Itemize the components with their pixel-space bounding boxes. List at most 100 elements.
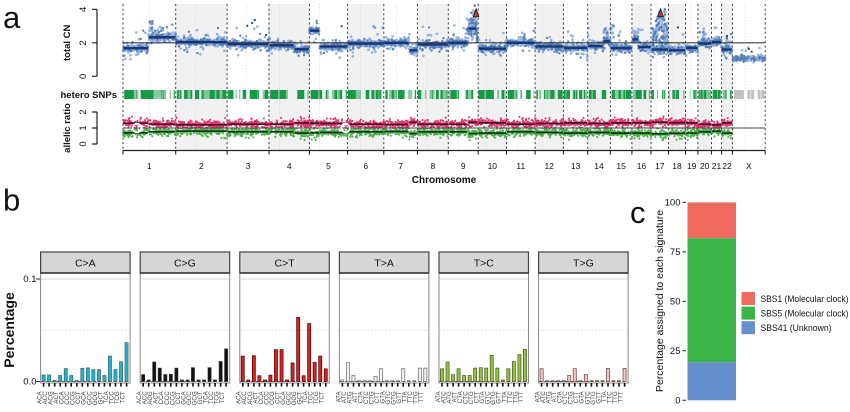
svg-text:CCT: CCT bbox=[274, 391, 281, 404]
svg-text:0.0: 0.0 bbox=[23, 377, 36, 388]
svg-text:X: X bbox=[746, 161, 752, 171]
svg-text:Percentage assigned to each si: Percentage assigned to each signature bbox=[654, 210, 666, 392]
svg-text:2: 2 bbox=[78, 40, 89, 45]
svg-text:ATT: ATT bbox=[352, 391, 359, 402]
svg-text:SBS1 (Molecular clock): SBS1 (Molecular clock) bbox=[761, 294, 849, 305]
svg-text:4: 4 bbox=[287, 161, 292, 171]
svg-text:CCC: CCC bbox=[164, 391, 171, 405]
svg-text:total CN: total CN bbox=[62, 24, 73, 61]
svg-text:17: 17 bbox=[655, 161, 665, 171]
svg-text:CCG: CCG bbox=[269, 391, 276, 405]
svg-text:CTG: CTG bbox=[568, 391, 575, 404]
svg-text:GTC: GTC bbox=[584, 391, 591, 405]
svg-text:GTA: GTA bbox=[479, 390, 486, 403]
svg-text:TTG: TTG bbox=[612, 391, 619, 404]
svg-text:GTC: GTC bbox=[385, 391, 392, 405]
svg-text:TTG: TTG bbox=[512, 391, 519, 404]
svg-text:ATC: ATC bbox=[540, 391, 547, 403]
svg-text:a: a bbox=[3, 0, 21, 35]
svg-text:GTT: GTT bbox=[496, 391, 503, 404]
svg-text:GCT: GCT bbox=[97, 391, 104, 404]
svg-text:CTC: CTC bbox=[562, 391, 569, 404]
svg-text:CTG: CTG bbox=[369, 391, 376, 404]
svg-text:TTG: TTG bbox=[413, 391, 420, 404]
svg-text:15: 15 bbox=[616, 161, 626, 171]
svg-text:3: 3 bbox=[246, 161, 251, 171]
svg-text:GTG: GTG bbox=[490, 391, 497, 405]
svg-text:ATC: ATC bbox=[341, 391, 348, 403]
svg-text:2: 2 bbox=[78, 109, 89, 114]
svg-text:1: 1 bbox=[147, 161, 152, 171]
svg-text:C>A: C>A bbox=[75, 258, 96, 270]
svg-text:TTA: TTA bbox=[601, 390, 608, 402]
svg-text:1: 1 bbox=[78, 125, 89, 130]
svg-text:ATG: ATG bbox=[546, 391, 553, 403]
svg-text:CCA: CCA bbox=[59, 390, 66, 404]
svg-text:TTA: TTA bbox=[402, 390, 409, 402]
svg-text:CTT: CTT bbox=[474, 391, 481, 403]
svg-text:TCC: TCC bbox=[108, 391, 115, 404]
svg-text:ACT: ACT bbox=[153, 391, 160, 404]
svg-text:21: 21 bbox=[712, 161, 722, 171]
svg-text:20: 20 bbox=[700, 161, 710, 171]
svg-text:100: 100 bbox=[665, 197, 681, 208]
svg-text:TCA: TCA bbox=[203, 390, 210, 403]
svg-text:TTT: TTT bbox=[518, 391, 525, 403]
svg-text:allelic ratio: allelic ratio bbox=[62, 103, 73, 153]
svg-text:GTC: GTC bbox=[485, 391, 492, 405]
svg-text:GCA: GCA bbox=[280, 390, 287, 404]
svg-text:ACT: ACT bbox=[53, 391, 60, 404]
svg-text:SBS5 (Molecular clock): SBS5 (Molecular clock) bbox=[761, 309, 849, 320]
svg-text:CTT: CTT bbox=[374, 391, 381, 403]
svg-text:0.1: 0.1 bbox=[23, 274, 36, 285]
svg-text:GCG: GCG bbox=[191, 391, 198, 405]
svg-text:SBS41 (Unknown): SBS41 (Unknown) bbox=[761, 323, 832, 334]
svg-text:TTT: TTT bbox=[418, 391, 425, 403]
svg-text:TCG: TCG bbox=[214, 391, 221, 404]
svg-text:GCC: GCC bbox=[286, 391, 293, 405]
svg-text:ACG: ACG bbox=[48, 391, 55, 405]
svg-text:ATT: ATT bbox=[551, 391, 558, 402]
svg-text:CCC: CCC bbox=[263, 391, 270, 405]
svg-text:ATG: ATG bbox=[446, 391, 453, 403]
svg-text:4: 4 bbox=[78, 7, 89, 12]
svg-text:10: 10 bbox=[488, 161, 498, 171]
svg-text:CTA: CTA bbox=[357, 390, 364, 403]
svg-text:GCG: GCG bbox=[291, 391, 298, 405]
svg-text:TTA: TTA bbox=[501, 390, 508, 402]
svg-text:GTT: GTT bbox=[396, 391, 403, 404]
svg-text:TTC: TTC bbox=[507, 391, 514, 404]
svg-text:CCT: CCT bbox=[175, 391, 182, 404]
svg-text:CTT: CTT bbox=[573, 391, 580, 403]
svg-text:ACG: ACG bbox=[147, 391, 154, 405]
svg-text:ATG: ATG bbox=[346, 391, 353, 403]
svg-text:CTA: CTA bbox=[557, 390, 564, 403]
svg-text:C>G: C>G bbox=[174, 258, 196, 270]
svg-text:CTG: CTG bbox=[468, 391, 475, 404]
svg-text:T>A: T>A bbox=[374, 258, 394, 270]
svg-text:c: c bbox=[630, 195, 646, 230]
svg-text:CTA: CTA bbox=[457, 390, 464, 403]
svg-text:hetero SNPs: hetero SNPs bbox=[61, 90, 118, 101]
svg-text:CCC: CCC bbox=[64, 391, 71, 405]
svg-text:0: 0 bbox=[675, 395, 680, 406]
svg-text:0: 0 bbox=[78, 74, 89, 79]
svg-text:ACT: ACT bbox=[252, 391, 259, 404]
svg-text:6: 6 bbox=[363, 161, 368, 171]
svg-text:TCG: TCG bbox=[114, 391, 121, 404]
svg-text:12: 12 bbox=[544, 161, 554, 171]
svg-text:ATA: ATA bbox=[435, 390, 442, 402]
svg-text:CCT: CCT bbox=[75, 391, 82, 404]
svg-text:GCC: GCC bbox=[86, 391, 93, 405]
svg-text:TTC: TTC bbox=[407, 391, 414, 404]
svg-text:TCA: TCA bbox=[103, 390, 110, 403]
svg-text:T>C: T>C bbox=[474, 258, 495, 270]
svg-text:C>T: C>T bbox=[275, 258, 296, 270]
svg-text:ACA: ACA bbox=[236, 390, 243, 404]
svg-text:TCC: TCC bbox=[308, 391, 315, 404]
svg-text:ATC: ATC bbox=[440, 391, 447, 403]
svg-text:50: 50 bbox=[670, 296, 681, 307]
svg-text:TTC: TTC bbox=[606, 391, 613, 404]
svg-text:TCA: TCA bbox=[302, 390, 309, 403]
svg-text:CTC: CTC bbox=[363, 391, 370, 404]
